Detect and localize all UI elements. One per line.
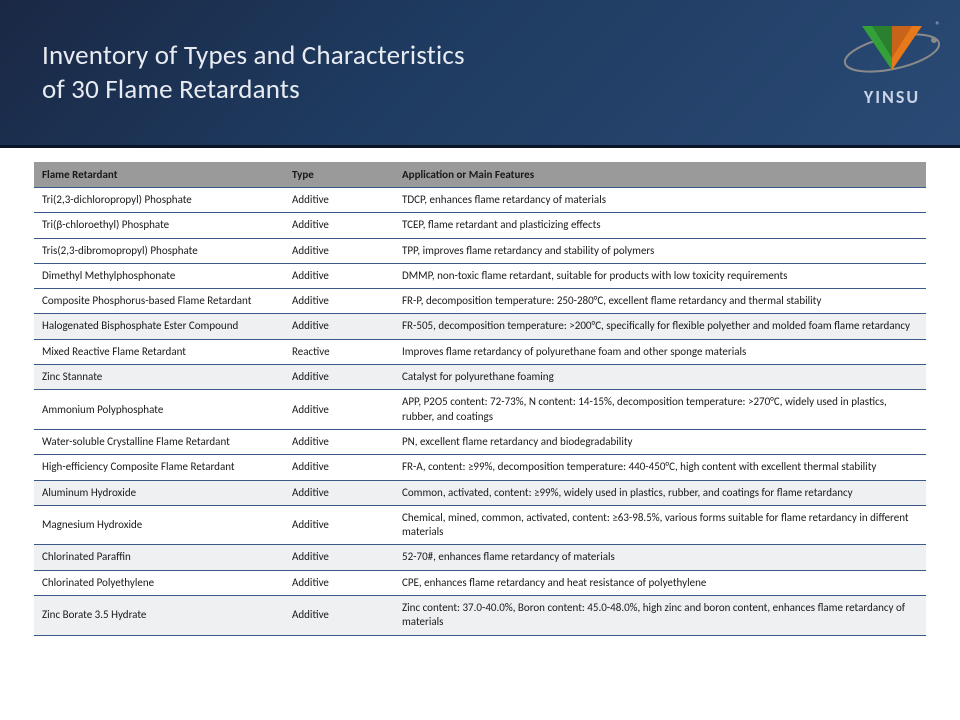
- cell-features: Chemical, mined, common, activated, cont…: [394, 505, 926, 545]
- cell-features: PN, excellent flame retardancy and biode…: [394, 429, 926, 454]
- cell-type: Additive: [284, 596, 394, 636]
- cell-name: Tris(2,3-dibromopropyl) Phosphate: [34, 238, 284, 263]
- table-row: Halogenated Bisphosphate Ester CompoundA…: [34, 314, 926, 339]
- cell-features: TCEP, flame retardant and plasticizing e…: [394, 213, 926, 238]
- cell-features: CPE, enhances flame retardancy and heat …: [394, 570, 926, 595]
- cell-type: Additive: [284, 238, 394, 263]
- cell-features: TPP, improves flame retardancy and stabi…: [394, 238, 926, 263]
- cell-name: Dimethyl Methylphosphonate: [34, 263, 284, 288]
- table-body: Tri(2,3-dichloropropyl) PhosphateAdditiv…: [34, 188, 926, 636]
- cell-name: High-efficiency Composite Flame Retardan…: [34, 455, 284, 480]
- cell-type: Additive: [284, 188, 394, 213]
- cell-name: Zinc Borate 3.5 Hydrate: [34, 596, 284, 636]
- cell-type: Additive: [284, 429, 394, 454]
- table-row: Ammonium PolyphosphateAdditiveAPP, P2O5 …: [34, 390, 926, 430]
- table-row: Tris(2,3-dibromopropyl) PhosphateAdditiv…: [34, 238, 926, 263]
- cell-type: Additive: [284, 314, 394, 339]
- cell-features: FR-A, content: ≥99%, decomposition tempe…: [394, 455, 926, 480]
- cell-type: Additive: [284, 505, 394, 545]
- table-row: Chlorinated ParaffinAdditive52-70#, enha…: [34, 545, 926, 570]
- cell-features: FR-505, decomposition temperature: >200°…: [394, 314, 926, 339]
- table-row: Composite Phosphorus-based Flame Retarda…: [34, 289, 926, 314]
- slide-header: Inventory of Types and Characteristics o…: [0, 0, 960, 148]
- table-row: Water-soluble Crystalline Flame Retardan…: [34, 429, 926, 454]
- table-row: High-efficiency Composite Flame Retardan…: [34, 455, 926, 480]
- table-row: Zinc StannateAdditiveCatalyst for polyur…: [34, 365, 926, 390]
- table-row: Tri(2,3-dichloropropyl) PhosphateAdditiv…: [34, 188, 926, 213]
- title-line-2: of 30 Flame Retardants: [42, 73, 300, 106]
- cell-type: Additive: [284, 480, 394, 505]
- cell-features: Common, activated, content: ≥99%, widely…: [394, 480, 926, 505]
- cell-features: Improves flame retardancy of polyurethan…: [394, 339, 926, 364]
- cell-type: Additive: [284, 365, 394, 390]
- cell-name: Magnesium Hydroxide: [34, 505, 284, 545]
- table-row: Magnesium HydroxideAdditiveChemical, min…: [34, 505, 926, 545]
- cell-type: Additive: [284, 570, 394, 595]
- cell-name: Aluminum Hydroxide: [34, 480, 284, 505]
- cell-name: Chlorinated Paraffin: [34, 545, 284, 570]
- cell-features: FR-P, decomposition temperature: 250-280…: [394, 289, 926, 314]
- cell-name: Mixed Reactive Flame Retardant: [34, 339, 284, 364]
- cell-name: Composite Phosphorus-based Flame Retarda…: [34, 289, 284, 314]
- cell-features: TDCP, enhances flame retardancy of mater…: [394, 188, 926, 213]
- cell-type: Additive: [284, 263, 394, 288]
- cell-name: Zinc Stannate: [34, 365, 284, 390]
- table-header: Flame Retardant Type Application or Main…: [34, 162, 926, 188]
- cell-type: Additive: [284, 390, 394, 430]
- col-header-name: Flame Retardant: [34, 162, 284, 188]
- cell-name: Ammonium Polyphosphate: [34, 390, 284, 430]
- flame-retardant-table: Flame Retardant Type Application or Main…: [34, 162, 926, 636]
- cell-name: Tri(2,3-dichloropropyl) Phosphate: [34, 188, 284, 213]
- cell-features: APP, P2O5 content: 72-73%, N content: 14…: [394, 390, 926, 430]
- table-row: Mixed Reactive Flame RetardantReactiveIm…: [34, 339, 926, 364]
- cell-type: Reactive: [284, 339, 394, 364]
- brand-logo: ® YINSU: [842, 18, 942, 108]
- brand-name: YINSU: [864, 86, 920, 108]
- slide-title: Inventory of Types and Characteristics o…: [42, 39, 465, 107]
- cell-type: Additive: [284, 213, 394, 238]
- cell-type: Additive: [284, 289, 394, 314]
- logo-mark-icon: [842, 18, 942, 88]
- cell-name: Water-soluble Crystalline Flame Retardan…: [34, 429, 284, 454]
- table-row: Zinc Borate 3.5 HydrateAdditiveZinc cont…: [34, 596, 926, 636]
- cell-features: Catalyst for polyurethane foaming: [394, 365, 926, 390]
- cell-type: Additive: [284, 455, 394, 480]
- cell-name: Halogenated Bisphosphate Ester Compound: [34, 314, 284, 339]
- cell-type: Additive: [284, 545, 394, 570]
- cell-features: Zinc content: 37.0-40.0%, Boron content:…: [394, 596, 926, 636]
- table-row: Tri(β-chloroethyl) PhosphateAdditiveTCEP…: [34, 213, 926, 238]
- cell-features: 52-70#, enhances flame retardancy of mat…: [394, 545, 926, 570]
- cell-name: Chlorinated Polyethylene: [34, 570, 284, 595]
- col-header-type: Type: [284, 162, 394, 188]
- title-line-1: Inventory of Types and Characteristics: [42, 39, 465, 72]
- table-row: Dimethyl MethylphosphonateAdditiveDMMP, …: [34, 263, 926, 288]
- slide-content: Flame Retardant Type Application or Main…: [0, 148, 960, 636]
- table-row: Chlorinated PolyethyleneAdditiveCPE, enh…: [34, 570, 926, 595]
- table-row: Aluminum HydroxideAdditiveCommon, activa…: [34, 480, 926, 505]
- cell-features: DMMP, non-toxic flame retardant, suitabl…: [394, 263, 926, 288]
- cell-name: Tri(β-chloroethyl) Phosphate: [34, 213, 284, 238]
- col-header-features: Application or Main Features: [394, 162, 926, 188]
